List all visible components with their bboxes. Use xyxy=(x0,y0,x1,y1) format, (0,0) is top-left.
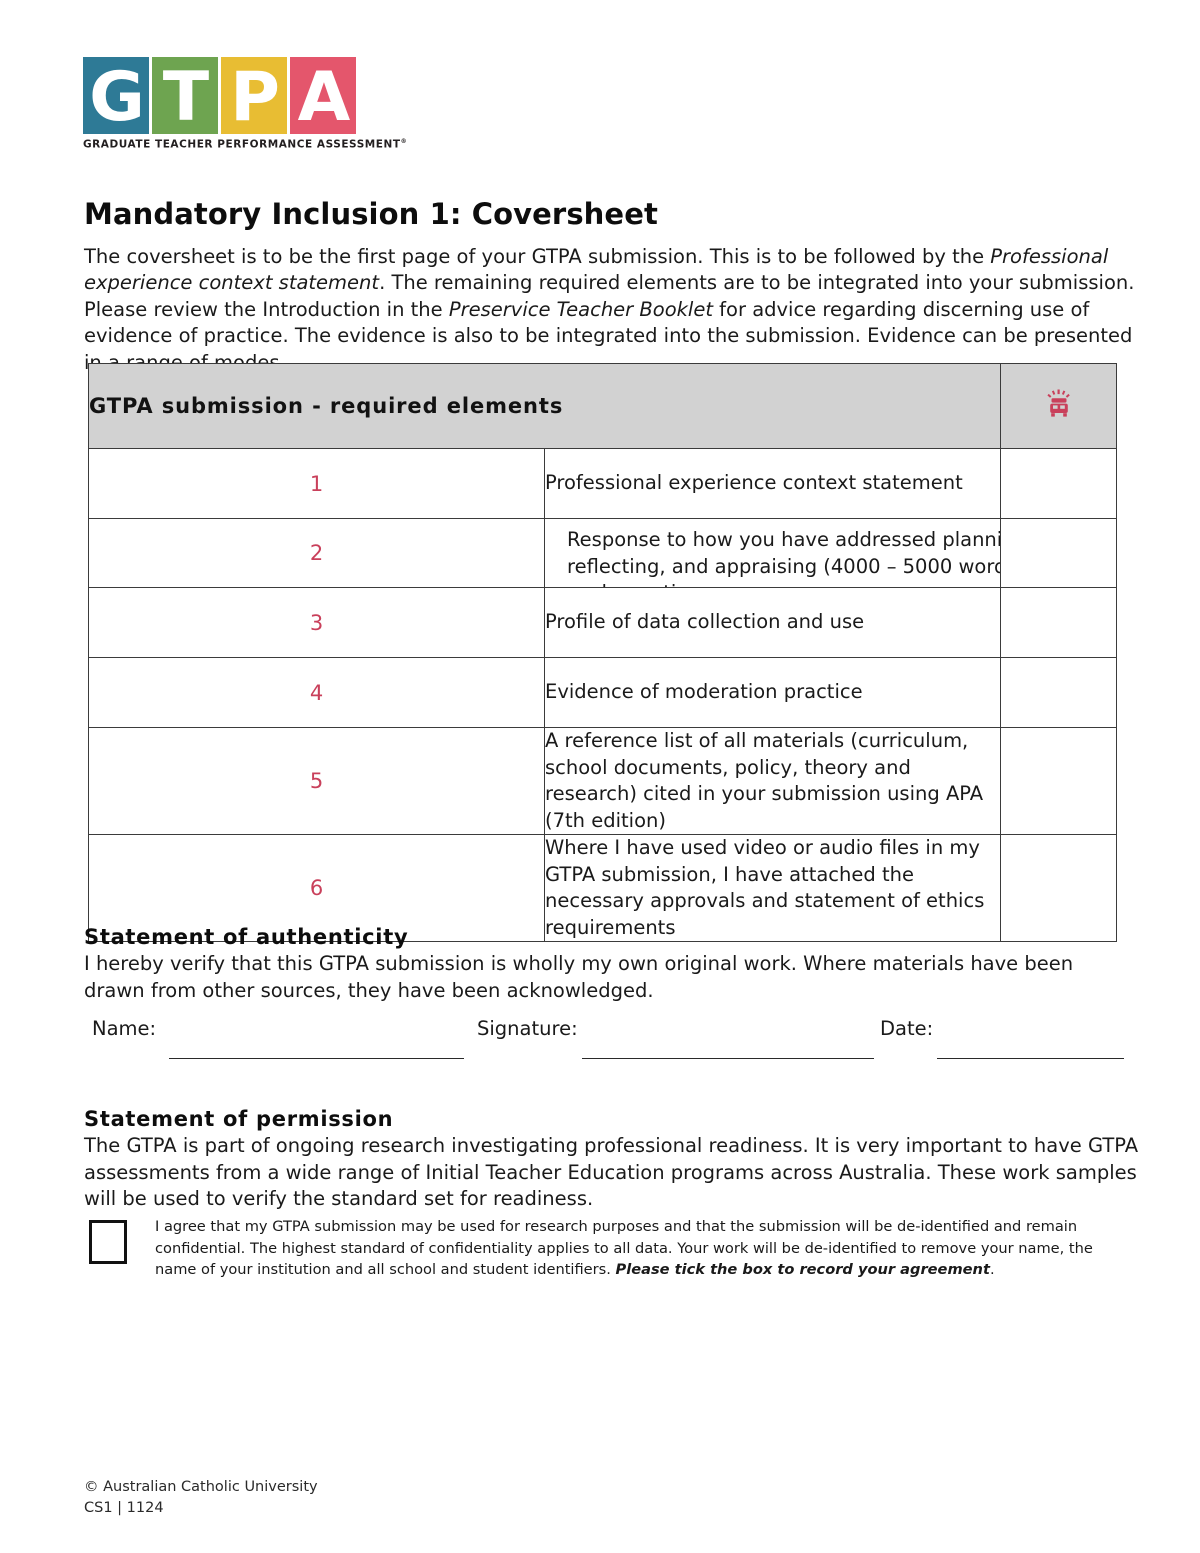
agreement-text-emphasis: Please tick the box to record your agree… xyxy=(615,1261,990,1278)
logo-letter-g: G xyxy=(89,57,145,137)
row-number: 2 xyxy=(88,518,545,588)
agreement-text: I agree that my GTPA submission may be u… xyxy=(155,1216,1135,1281)
signature-field-group: Signature: xyxy=(477,1016,578,1042)
row-number: 3 xyxy=(88,587,545,658)
row-checkbox-cell[interactable] xyxy=(1000,834,1117,942)
date-input-line[interactable] xyxy=(937,1058,1124,1059)
gtpa-logo: G T P A GRADUATE TEACHER PERFORMANCE ASS… xyxy=(83,57,407,151)
table-row: 2 Response to how you have addressed pla… xyxy=(88,518,1117,588)
row-number: 6 xyxy=(88,834,545,942)
row-checkbox-cell[interactable] xyxy=(1000,518,1117,588)
agreement-checkbox[interactable] xyxy=(89,1220,127,1264)
name-label: Name: xyxy=(92,1017,157,1040)
date-label: Date: xyxy=(880,1017,934,1040)
name-field-group: Name: xyxy=(92,1016,166,1042)
row-number: 5 xyxy=(88,727,545,835)
table-row: 1 Professional experience context statem… xyxy=(88,448,1117,519)
logo-letter-a: A xyxy=(297,57,351,137)
signature-input-line[interactable] xyxy=(582,1058,874,1059)
permission-body: The GTPA is part of ongoing research inv… xyxy=(84,1134,1139,1210)
intro-italic-2: Preservice Teacher Booklet xyxy=(448,297,713,321)
row-checkbox-cell[interactable] xyxy=(1000,448,1117,519)
permission-heading: Statement of permission xyxy=(84,1107,394,1131)
row-number: 4 xyxy=(88,657,545,728)
intro-paragraph: The coversheet is to be the first page o… xyxy=(84,244,1139,377)
trademark-symbol: ® xyxy=(400,138,408,145)
agreement-block: I agree that my GTPA submission may be u… xyxy=(89,1216,1139,1281)
table-header-icon-cell xyxy=(1000,363,1117,449)
logo-letter-p: P xyxy=(230,57,280,137)
authenticity-body: I hereby verify that this GTPA submissio… xyxy=(84,952,1074,1002)
logo-tile-g: G xyxy=(83,57,149,134)
name-input-line[interactable] xyxy=(169,1058,464,1059)
row-description: Response to how you have addressed plann… xyxy=(567,528,1001,587)
intro-part-2: . The remaining required elements are to… xyxy=(84,271,1135,321)
row-description: Profile of data collection and use xyxy=(544,587,1001,658)
logo-tiles: G T P A xyxy=(83,57,373,134)
row-description: Professional experience context statemen… xyxy=(544,448,1001,519)
signature-label: Signature: xyxy=(477,1017,578,1040)
footer-copyright: © Australian Catholic University xyxy=(84,1479,318,1495)
logo-tile-p: P xyxy=(221,57,287,134)
table-row: 5 A reference list of all materials (cur… xyxy=(88,727,1117,835)
logo-tile-a: A xyxy=(290,57,356,134)
logo-letter-t: T xyxy=(162,57,209,137)
required-elements-table: GTPA submission - required elements xyxy=(88,363,1117,942)
tick-check-icon xyxy=(1046,389,1072,419)
intro-italic-1: Professional experience context statemen… xyxy=(84,244,1109,295)
row-checkbox-cell[interactable] xyxy=(1000,587,1117,658)
page-title: Mandatory Inclusion 1: Coversheet xyxy=(84,197,658,232)
table-row: 6 Where I have used video or audio files… xyxy=(88,834,1117,942)
intro-part-1: The coversheet is to be the first page o… xyxy=(84,244,991,268)
page-footer: © Australian Catholic University CS1 | 1… xyxy=(84,1477,318,1519)
row-checkbox-cell[interactable] xyxy=(1000,727,1117,835)
table-row: 4 Evidence of moderation practice xyxy=(88,657,1117,728)
row-checkbox-cell[interactable] xyxy=(1000,657,1117,728)
agreement-text-part-2: . xyxy=(989,1261,995,1278)
row-description: Where I have used video or audio files i… xyxy=(544,834,1001,942)
signature-row: Name: Signature: Date: xyxy=(92,1016,1132,1072)
table-header-row: GTPA submission - required elements xyxy=(88,363,1117,449)
logo-tagline-text: GRADUATE TEACHER PERFORMANCE ASSESSMENT xyxy=(83,138,401,151)
row-description-cell: Response to how you have addressed plann… xyxy=(544,518,1001,588)
agreement-text-part-1: I agree that my GTPA submission may be u… xyxy=(155,1218,1093,1278)
row-description: A reference list of all materials (curri… xyxy=(544,727,1001,835)
table-header-title: GTPA submission - required elements xyxy=(88,363,1001,449)
table-row: 3 Profile of data collection and use xyxy=(88,587,1117,658)
logo-tagline: GRADUATE TEACHER PERFORMANCE ASSESSMENT® xyxy=(83,138,407,151)
date-field-group: Date: xyxy=(880,1016,954,1042)
row-description: Evidence of moderation practice xyxy=(544,657,1001,728)
logo-tile-t: T xyxy=(152,57,218,134)
footer-code: CS1 | 1124 xyxy=(84,1500,164,1516)
row-number: 1 xyxy=(88,448,545,519)
authenticity-heading: Statement of authenticity xyxy=(84,925,409,949)
